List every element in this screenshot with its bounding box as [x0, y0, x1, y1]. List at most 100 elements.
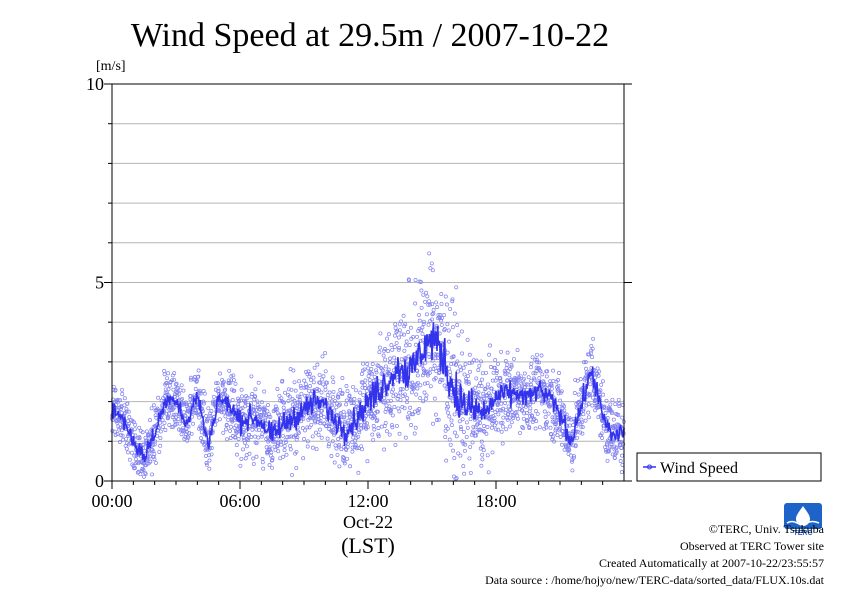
data-point: [125, 401, 130, 406]
data-point: [259, 412, 264, 417]
data-point: [387, 360, 392, 365]
data-point: [124, 446, 129, 451]
data-point: [162, 420, 167, 425]
data-point: [239, 456, 244, 461]
data-point: [266, 414, 271, 419]
data-point: [462, 372, 467, 377]
data-point: [259, 434, 264, 439]
data-point: [427, 251, 432, 256]
data-point: [504, 407, 508, 412]
data-point: [516, 377, 521, 382]
data-point: [614, 445, 619, 450]
data-point: [550, 435, 555, 440]
data-point: [141, 468, 146, 472]
data-point: [479, 384, 484, 388]
data-point: [424, 290, 429, 295]
data-point: [268, 415, 273, 419]
data-point: [112, 429, 117, 434]
data-point: [543, 414, 548, 419]
data-point: [394, 423, 399, 428]
data-point: [438, 377, 443, 382]
data-point: [442, 383, 447, 388]
data-point: [180, 396, 185, 401]
water-drop-icon: [796, 506, 810, 526]
data-point: [323, 369, 328, 374]
data-point: [254, 427, 259, 432]
data-point: [162, 372, 167, 377]
data-point: [447, 437, 452, 442]
data-point: [380, 368, 385, 373]
data-point: [590, 355, 595, 359]
data-point: [506, 411, 511, 416]
data-point: [316, 416, 321, 421]
data-point: [601, 392, 606, 397]
data-point: [619, 445, 624, 450]
data-point: [256, 380, 261, 385]
data-point: [481, 428, 486, 433]
data-point: [397, 328, 402, 333]
data-point: [524, 382, 529, 387]
data-point: [173, 419, 178, 424]
data-point: [359, 372, 364, 376]
data-point: [270, 458, 275, 462]
data-point: [420, 331, 425, 336]
data-point: [319, 390, 324, 395]
data-point: [480, 457, 485, 462]
data-point: [405, 400, 409, 405]
data-point: [498, 420, 503, 425]
data-point: [457, 419, 462, 424]
data-point: [542, 426, 547, 431]
data-point: [332, 432, 337, 437]
data-point: [532, 377, 537, 382]
data-point: [177, 421, 182, 426]
data-point: [524, 411, 529, 415]
data-point: [228, 428, 232, 433]
data-point: [340, 391, 345, 396]
data-point: [211, 394, 216, 399]
data-point: [305, 439, 310, 444]
data-point: [367, 409, 372, 413]
data-point: [325, 436, 330, 441]
data-point: [247, 432, 252, 437]
data-point: [309, 378, 314, 382]
data-point: [406, 416, 411, 421]
data-point: [434, 418, 439, 423]
x-tick-label: 06:00: [219, 491, 260, 511]
data-point: [451, 354, 456, 359]
data-point: [172, 371, 177, 376]
data-point: [332, 460, 337, 465]
data-point: [461, 365, 466, 370]
data-point: [556, 383, 561, 388]
data-point: [514, 381, 519, 386]
data-point: [578, 377, 583, 382]
data-point: [610, 397, 615, 402]
data-point: [446, 410, 450, 415]
data-point: [515, 416, 520, 421]
data-point: [330, 375, 335, 380]
data-point: [460, 417, 465, 422]
data-point: [120, 387, 124, 392]
data-point: [314, 447, 319, 452]
data-point: [421, 321, 426, 326]
data-point: [587, 393, 592, 398]
data-point: [393, 333, 397, 338]
data-point: [575, 378, 580, 383]
data-point: [179, 432, 184, 437]
data-point: [113, 387, 118, 392]
data-point: [507, 424, 512, 429]
data-point: [289, 387, 294, 392]
data-point: [301, 416, 306, 421]
data-point: [357, 397, 362, 402]
data-point: [393, 322, 398, 327]
data-point: [428, 266, 433, 271]
data-point: [461, 429, 466, 434]
data-point: [365, 425, 370, 430]
data-point: [411, 386, 416, 391]
data-point: [290, 472, 294, 477]
data-point: [424, 393, 429, 398]
data-point: [386, 367, 391, 372]
data-point: [360, 447, 365, 452]
data-point: [398, 397, 403, 402]
data-point: [431, 421, 435, 426]
data-point: [328, 403, 333, 408]
